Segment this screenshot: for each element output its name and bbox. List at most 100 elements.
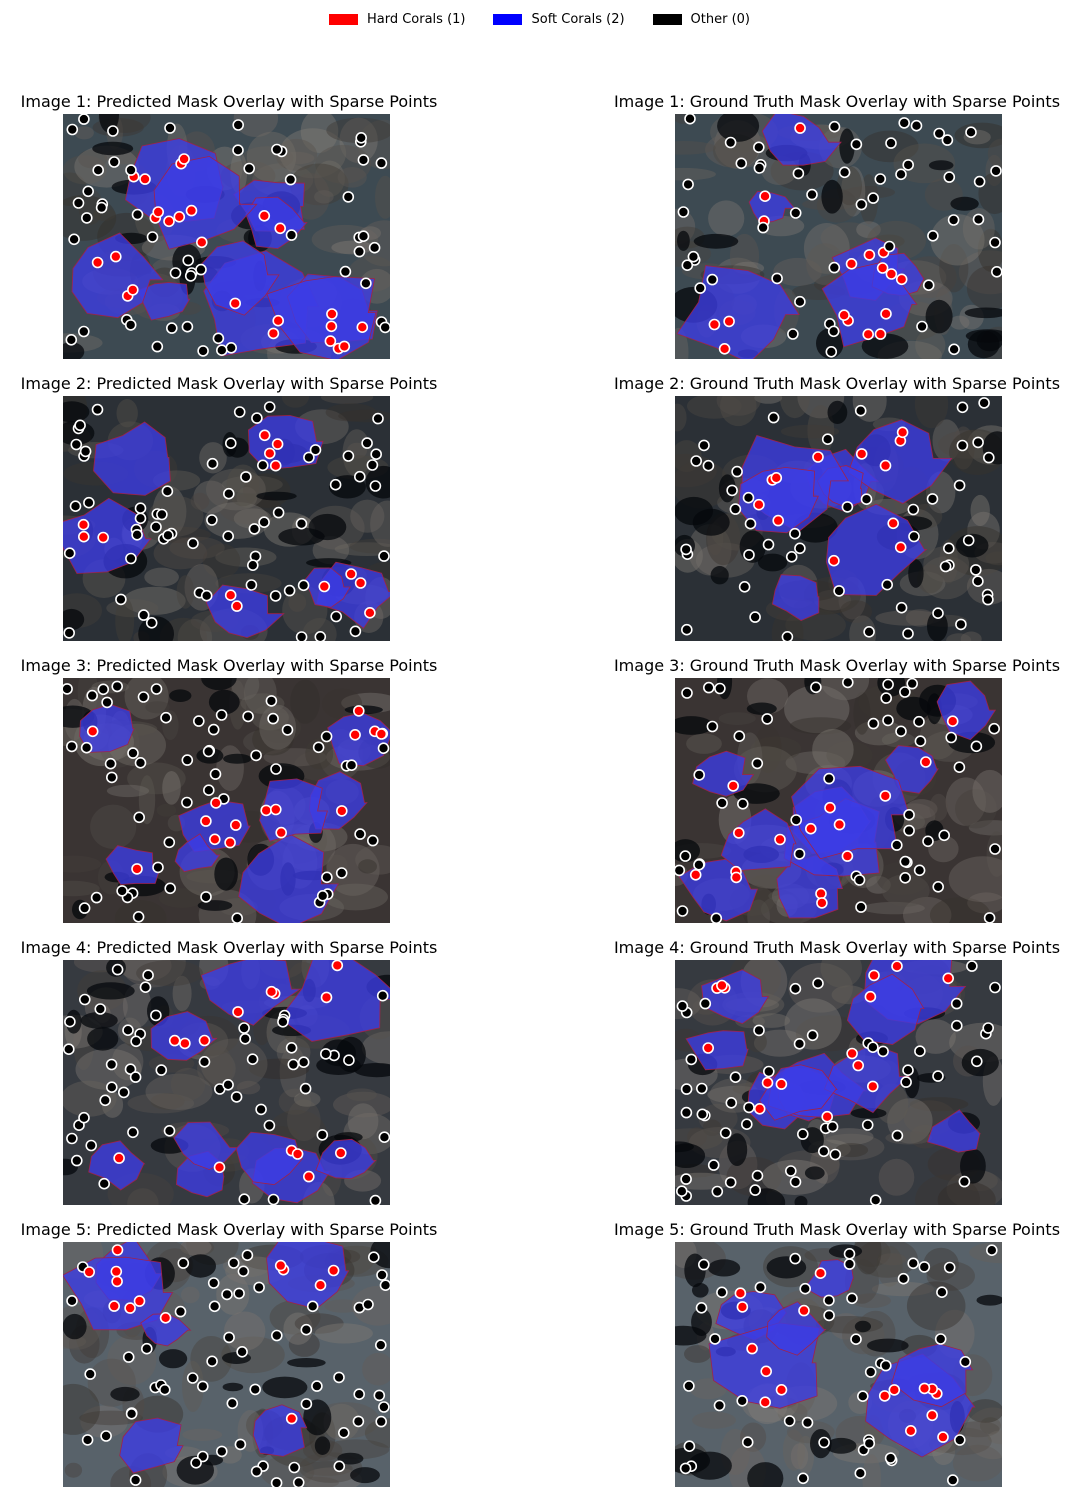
other-point <box>895 725 907 738</box>
other-point <box>269 590 282 602</box>
hard-coral-point <box>841 850 854 862</box>
coral-image-overlay <box>63 678 390 923</box>
other-point <box>335 867 348 879</box>
other-point <box>945 731 958 744</box>
other-point <box>684 114 696 125</box>
other-point <box>72 197 85 209</box>
other-point <box>243 162 255 175</box>
other-point <box>82 185 95 198</box>
other-point <box>833 585 845 597</box>
other-point <box>98 1177 111 1190</box>
other-point <box>133 811 145 824</box>
other-point <box>860 493 873 505</box>
other-point <box>142 969 154 981</box>
other-point <box>749 1184 761 1196</box>
other-point <box>950 1019 963 1032</box>
other-point <box>200 589 213 602</box>
soft-coral-mask-region <box>205 584 285 639</box>
other-point <box>985 1244 998 1256</box>
hard-coral-point <box>124 1302 136 1314</box>
hard-coral-point <box>232 1006 244 1018</box>
other-point <box>762 538 775 551</box>
hard-coral-point <box>896 426 909 439</box>
other-point <box>105 1058 118 1071</box>
other-point <box>825 346 838 358</box>
soft-coral-mask-region <box>140 1313 192 1347</box>
other-point <box>181 320 194 333</box>
other-point <box>184 270 197 282</box>
other-point <box>250 749 262 762</box>
hard-coral-point <box>805 822 817 835</box>
hard-coral-point <box>775 1078 788 1090</box>
other-point <box>223 1331 235 1344</box>
soft-coral-mask-region <box>847 419 953 504</box>
other-point <box>821 433 834 446</box>
other-point <box>90 891 103 904</box>
other-point <box>355 131 368 144</box>
other-point <box>312 741 325 754</box>
other-point <box>711 1185 724 1198</box>
other-point <box>200 891 212 903</box>
hard-coral-point <box>354 577 367 589</box>
other-point <box>169 267 182 279</box>
other-point <box>251 412 263 424</box>
hard-coral-point <box>209 833 221 846</box>
hard-coral-point <box>718 343 731 355</box>
other-point <box>706 720 719 733</box>
other-point <box>823 1294 835 1307</box>
hard-coral-point <box>265 985 278 998</box>
hard-coral-point <box>759 1396 771 1408</box>
other-point <box>197 345 209 357</box>
hard-coral-point <box>816 897 828 909</box>
soft-coral-mask-region <box>79 703 135 753</box>
hard-coral-point <box>269 459 282 472</box>
hard-coral-point <box>879 459 892 472</box>
other-point <box>895 601 908 614</box>
other-point <box>319 1048 332 1060</box>
other-point <box>753 162 766 174</box>
other-point <box>378 1401 390 1413</box>
other-point <box>230 1091 243 1103</box>
hard-coral-point <box>734 1287 747 1300</box>
other-point <box>695 1082 708 1095</box>
other-point <box>115 593 127 606</box>
hard-coral-point <box>334 1147 347 1159</box>
other-point <box>163 836 176 849</box>
legend-item-soft-corals: Soft Corals (2) <box>493 12 625 27</box>
coral-image-overlay <box>675 396 1002 641</box>
other-point <box>333 1371 345 1384</box>
other-point <box>195 263 207 276</box>
other-point <box>345 759 358 771</box>
other-point <box>956 439 969 452</box>
other-point <box>681 259 694 271</box>
other-point <box>117 1086 130 1099</box>
soft-coral-mask-region <box>119 1417 184 1474</box>
other-point <box>207 1277 220 1289</box>
hard-coral-point <box>270 803 282 816</box>
legend-item-other: Other (0) <box>652 12 750 27</box>
other-point <box>300 1323 313 1336</box>
other-point <box>914 1045 926 1057</box>
other-point <box>794 295 806 308</box>
other-point <box>741 1118 753 1130</box>
other-point <box>271 143 283 156</box>
other-point <box>258 516 270 528</box>
hard-coral-point <box>885 268 898 280</box>
other-point <box>105 771 118 784</box>
hard-coral-point <box>867 1080 879 1093</box>
other-point <box>714 682 726 695</box>
other-point <box>955 618 967 631</box>
other-point <box>914 735 927 748</box>
other-point <box>761 713 773 725</box>
other-point <box>855 198 868 211</box>
hard-coral-point <box>759 190 771 202</box>
other-point <box>854 404 867 417</box>
other-point <box>66 1294 78 1307</box>
other-point <box>676 1185 688 1197</box>
other-point <box>238 1193 251 1205</box>
other-point <box>127 1126 139 1139</box>
other-point <box>751 757 764 770</box>
other-point <box>757 221 769 234</box>
other-point <box>724 1176 737 1189</box>
other-point <box>372 412 384 425</box>
